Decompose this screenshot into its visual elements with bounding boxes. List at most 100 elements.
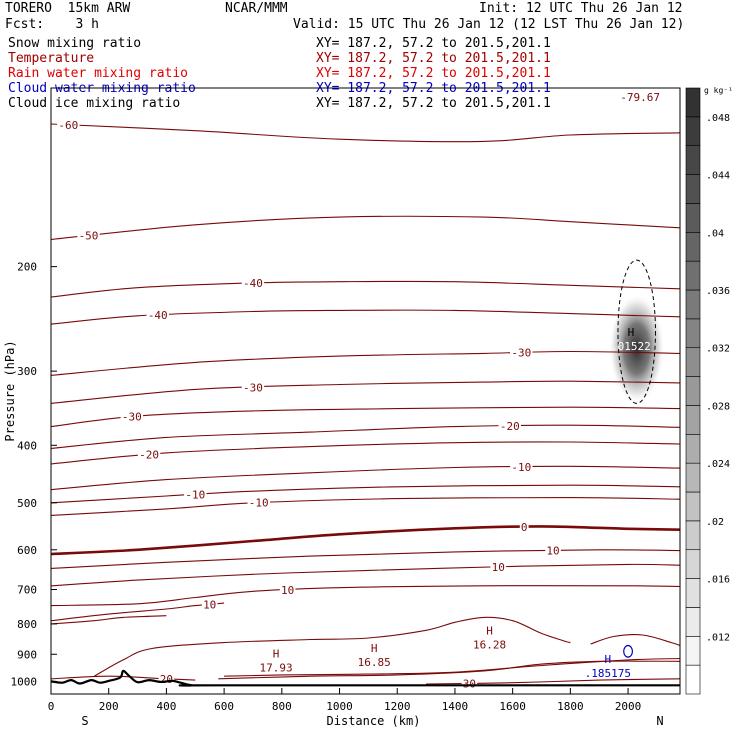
colorbar-bin <box>685 116 701 147</box>
contour-label-bg <box>510 346 533 359</box>
model-title: TORERO 15km ARW <box>5 1 131 16</box>
temperature-contour <box>51 380 680 404</box>
temperature-contour <box>51 350 680 376</box>
south-label: S <box>81 714 88 728</box>
temperature-contour-label: -40 <box>148 309 168 322</box>
high-value: 16.85 <box>358 656 391 669</box>
colorbar-bin <box>685 203 701 233</box>
x-tick-label: 1400 <box>442 700 469 713</box>
x-tick-label: 200 <box>99 700 119 713</box>
colorbar-label: .044 <box>706 171 730 182</box>
high-value: 16.28 <box>473 639 506 652</box>
contour-label-bg <box>201 598 218 611</box>
contour-label-bg <box>57 118 80 131</box>
temperature-contour-label: 0 <box>521 521 528 534</box>
temperature-contour <box>94 616 571 677</box>
colorbar-bin <box>685 578 701 608</box>
colorbar-bin <box>685 433 701 464</box>
contour-label-bg <box>120 410 143 423</box>
field-xy-temperature: XY= 187.2, 57.2 to 201.5,201.1 <box>316 51 551 66</box>
field-xy-cloud-ice: XY= 187.2, 57.2 to 201.5,201.1 <box>316 96 551 111</box>
field-name-temperature: Temperature <box>8 51 95 66</box>
temperature-contour-label: 20 <box>160 673 173 686</box>
temperature-contour-label: -20 <box>500 420 520 433</box>
x-tick-label: 800 <box>272 700 292 713</box>
x-tick-label: 1800 <box>557 700 584 713</box>
temperature-contour <box>51 615 167 625</box>
x-tick-label: 1600 <box>499 700 526 713</box>
contour-label-bg <box>279 583 296 596</box>
temperature-contour <box>51 549 680 569</box>
temperature-contour <box>51 280 680 298</box>
colorbar-label: .032 <box>706 344 730 355</box>
colorbar-bin <box>685 405 701 435</box>
contour-label-bg <box>490 560 507 573</box>
temperature-contour-label: -40 <box>243 277 263 290</box>
high-marker: H <box>628 326 635 339</box>
plot-frame <box>50 87 681 695</box>
temperature-contour <box>51 465 680 491</box>
colorbar-bin <box>685 635 701 666</box>
colorbar-bin <box>685 549 701 579</box>
x-tick-label: 1000 <box>326 700 353 713</box>
temperature-contour <box>51 497 680 516</box>
y-tick-label: 900 <box>17 648 37 661</box>
y-tick-label: 400 <box>17 439 37 452</box>
y-tick-label: 200 <box>17 261 37 274</box>
colorbar-bin <box>685 520 701 551</box>
temperature-contour-label: 10 <box>281 584 294 597</box>
colorbar-label: .036 <box>706 286 730 297</box>
field-name-cloud-ice: Cloud ice mixing ratio <box>8 96 181 111</box>
y-tick-label: 800 <box>17 618 37 631</box>
colorbar-label: .024 <box>706 459 730 470</box>
contour-label-bg <box>137 448 161 461</box>
colorbar-bin <box>685 289 701 320</box>
contour-label-bg <box>77 229 100 242</box>
temperature-contour-label: -10 <box>511 461 531 474</box>
temperature-contour-label: -10 <box>249 497 269 510</box>
colorbar-bin <box>685 231 701 262</box>
colorbar-label: .012 <box>706 632 730 643</box>
contour-label-bg <box>510 460 533 473</box>
high-value: 17.93 <box>259 661 292 674</box>
valid-time: Valid: 15 UTC Thu 26 Jan 12 (12 LST Thu … <box>293 17 685 32</box>
temperature-contour-label: -10 <box>185 488 205 501</box>
contour-label-bg <box>241 276 265 289</box>
contour-label-bg <box>498 419 521 432</box>
corner-min-label: -79.67 <box>620 91 660 104</box>
colorbar-label: .028 <box>706 401 730 412</box>
temperature-contour <box>51 525 680 556</box>
temperature-contour <box>51 441 680 465</box>
high-value: .01522 <box>611 340 651 353</box>
colorbar-bin <box>685 462 701 493</box>
temperature-contour <box>51 675 196 681</box>
colorbar-bin <box>685 491 701 522</box>
field-xy-snow: XY= 187.2, 57.2 to 201.5,201.1 <box>316 36 551 51</box>
colorbar-bin <box>685 347 701 377</box>
temperature-contour <box>51 484 680 504</box>
terrain-line <box>51 669 680 687</box>
high-marker: H <box>371 642 378 655</box>
contour-label-bg <box>545 544 561 557</box>
contour-label-bg <box>184 488 207 501</box>
init-time: Init: 12 UTC Thu 26 Jan 12 <box>479 1 683 16</box>
temperature-contour <box>51 563 680 587</box>
temperature-contour-label: 10 <box>546 544 559 557</box>
x-tick-label: 0 <box>48 700 55 713</box>
y-tick-label: 600 <box>17 544 37 557</box>
temperature-contour-label: 10 <box>492 561 505 574</box>
snow-mixing-ratio-shading <box>608 293 665 404</box>
temperature-contour-label: 30 <box>463 677 476 690</box>
temperature-contour <box>51 215 680 241</box>
y-axis-label: Pressure (hPa) <box>3 340 17 441</box>
colorbar-unit: g kg⁻¹ <box>704 86 733 95</box>
temperature-contour <box>218 660 680 680</box>
colorbar-bin <box>685 260 701 291</box>
cloud-ice-contour <box>617 259 656 404</box>
temperature-contour-label: 10 <box>203 598 216 611</box>
x-tick-label: 2000 <box>615 700 642 713</box>
colorbar-bin <box>685 174 701 204</box>
y-tick-label: 700 <box>17 584 37 597</box>
y-tick-label: 300 <box>17 365 37 378</box>
temperature-contour <box>51 406 680 428</box>
